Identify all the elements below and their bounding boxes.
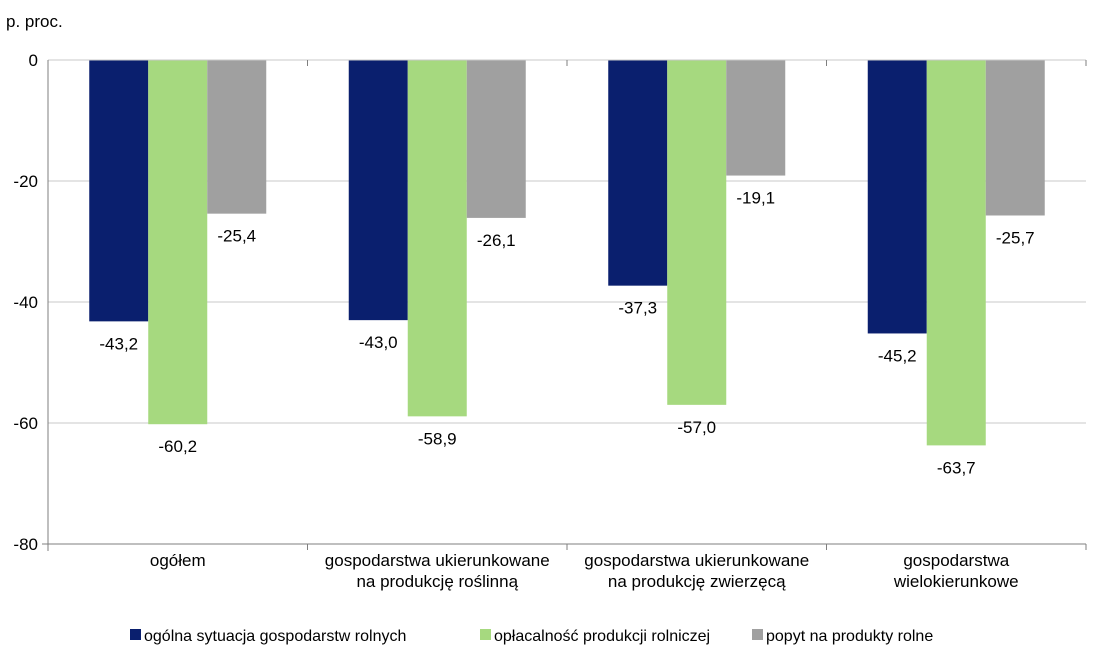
y-tick-label: -80	[13, 535, 38, 554]
bar	[985, 60, 1045, 216]
y-tick-label: -60	[13, 414, 38, 433]
x-axis-category-labels: ogółem gospodarstwa ukierunkowane na produ…	[150, 551, 1019, 591]
y-tick-label: 0	[29, 51, 38, 70]
data-label: -43,2	[99, 334, 138, 353]
bar	[608, 60, 668, 286]
x-category-label: gospodarstwa wielokierunkowe	[893, 551, 1019, 591]
legend-swatch	[130, 629, 141, 640]
x-axis	[42, 59, 1087, 551]
y-tick-label: -20	[13, 172, 38, 191]
bar	[89, 60, 149, 322]
bar	[407, 60, 467, 417]
legend-label: ogólna sytuacja gospodarstw rolnych	[144, 628, 406, 645]
bar	[207, 60, 267, 214]
data-label: -58,9	[418, 429, 457, 448]
bar	[148, 60, 208, 425]
legend-swatch	[480, 629, 491, 640]
x-category-label: ogółem	[150, 551, 206, 570]
bar	[667, 60, 727, 405]
bar	[466, 60, 526, 218]
data-label: -25,4	[217, 227, 256, 246]
data-label: -43,0	[359, 333, 398, 352]
data-label: -60,2	[158, 437, 197, 456]
x-category-label: gospodarstwa ukierunkowane na produkcję r…	[325, 551, 550, 591]
data-label: -25,7	[996, 228, 1035, 247]
bar	[926, 60, 986, 446]
data-labels: -43,2 -60,2 -25,4 -43,0 -58,9 -26,1 -37,3 -57,0…	[99, 189, 1034, 478]
data-label: -63,7	[937, 458, 976, 477]
data-label: -37,3	[618, 299, 657, 318]
data-label: -26,1	[477, 231, 516, 250]
bar	[348, 60, 408, 321]
data-label: -57,0	[677, 418, 716, 437]
bar	[867, 60, 927, 334]
legend-label: opłacalność produkcji rolniczej	[494, 628, 710, 645]
x-category-label: gospodarstwa ukierunkowane na produkcję z…	[584, 551, 809, 591]
legend: ogólna sytuacja gospodarstw rolnych opłac…	[130, 628, 933, 645]
y-tick-label: -40	[13, 293, 38, 312]
data-label: -45,2	[878, 346, 917, 365]
legend-label: popyt na produkty rolne	[766, 628, 933, 645]
bar	[726, 60, 786, 176]
y-axis-unit-label: p. proc.	[6, 12, 63, 31]
y-axis-tick-labels: 0 -20 -40 -60 -80	[13, 51, 38, 554]
bars	[89, 60, 1045, 446]
data-label: -19,1	[736, 189, 775, 208]
legend-swatch	[752, 629, 763, 640]
